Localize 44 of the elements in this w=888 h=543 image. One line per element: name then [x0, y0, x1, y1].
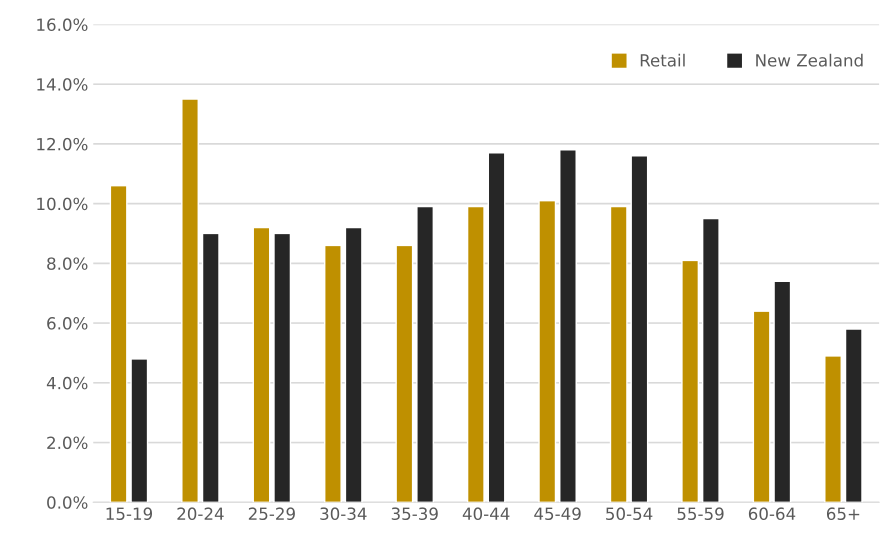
y-tick-label: 4.0% [46, 376, 88, 390]
bar [202, 232, 220, 502]
legend-label: Retail [640, 54, 685, 67]
bar [130, 358, 148, 502]
y-tick-label: 6.0% [47, 317, 88, 330]
bar [630, 155, 648, 502]
bar [110, 185, 128, 502]
bar [538, 200, 556, 502]
x-tick-label: 15-19 [106, 507, 152, 520]
bar [824, 355, 842, 502]
bar [610, 206, 628, 502]
bar [752, 310, 771, 502]
bar [844, 328, 863, 502]
bar [702, 218, 720, 502]
bar [344, 226, 363, 502]
bar [488, 152, 506, 502]
bar [273, 232, 292, 502]
x-tick-label: 25-29 [248, 507, 295, 520]
x-tick-label: 50-54 [606, 507, 652, 520]
y-tick-label: 12.0% [37, 138, 88, 150]
x-tick-label: 60-64 [748, 507, 796, 520]
x-tick-label: 40-44 [462, 507, 510, 520]
bar [681, 260, 700, 502]
bar [416, 206, 434, 502]
bar [559, 149, 577, 502]
x-tick-label: 35-39 [392, 507, 438, 520]
x-tick-label: 20-24 [177, 507, 224, 520]
x-tick-label: 65+ [826, 507, 860, 520]
x-tick-label: 30-34 [320, 507, 367, 520]
bar [395, 244, 414, 502]
y-tick-label: 16.0% [37, 18, 88, 32]
y-tick-label: 14.0% [37, 78, 88, 91]
x-tick-label: 45-49 [534, 507, 581, 520]
y-tick-label: 8.0% [47, 257, 88, 270]
x-tick-label: 55-59 [678, 507, 724, 520]
bar [324, 244, 342, 502]
legend-label: New Zealand [756, 54, 863, 67]
bar [252, 226, 270, 502]
bar [773, 280, 792, 502]
bar [181, 98, 199, 502]
y-tick-label: 10.0% [37, 198, 88, 210]
y-tick-label: 0.0% [47, 496, 88, 509]
y-tick-label: 2.0% [47, 436, 88, 450]
bar [466, 206, 485, 502]
